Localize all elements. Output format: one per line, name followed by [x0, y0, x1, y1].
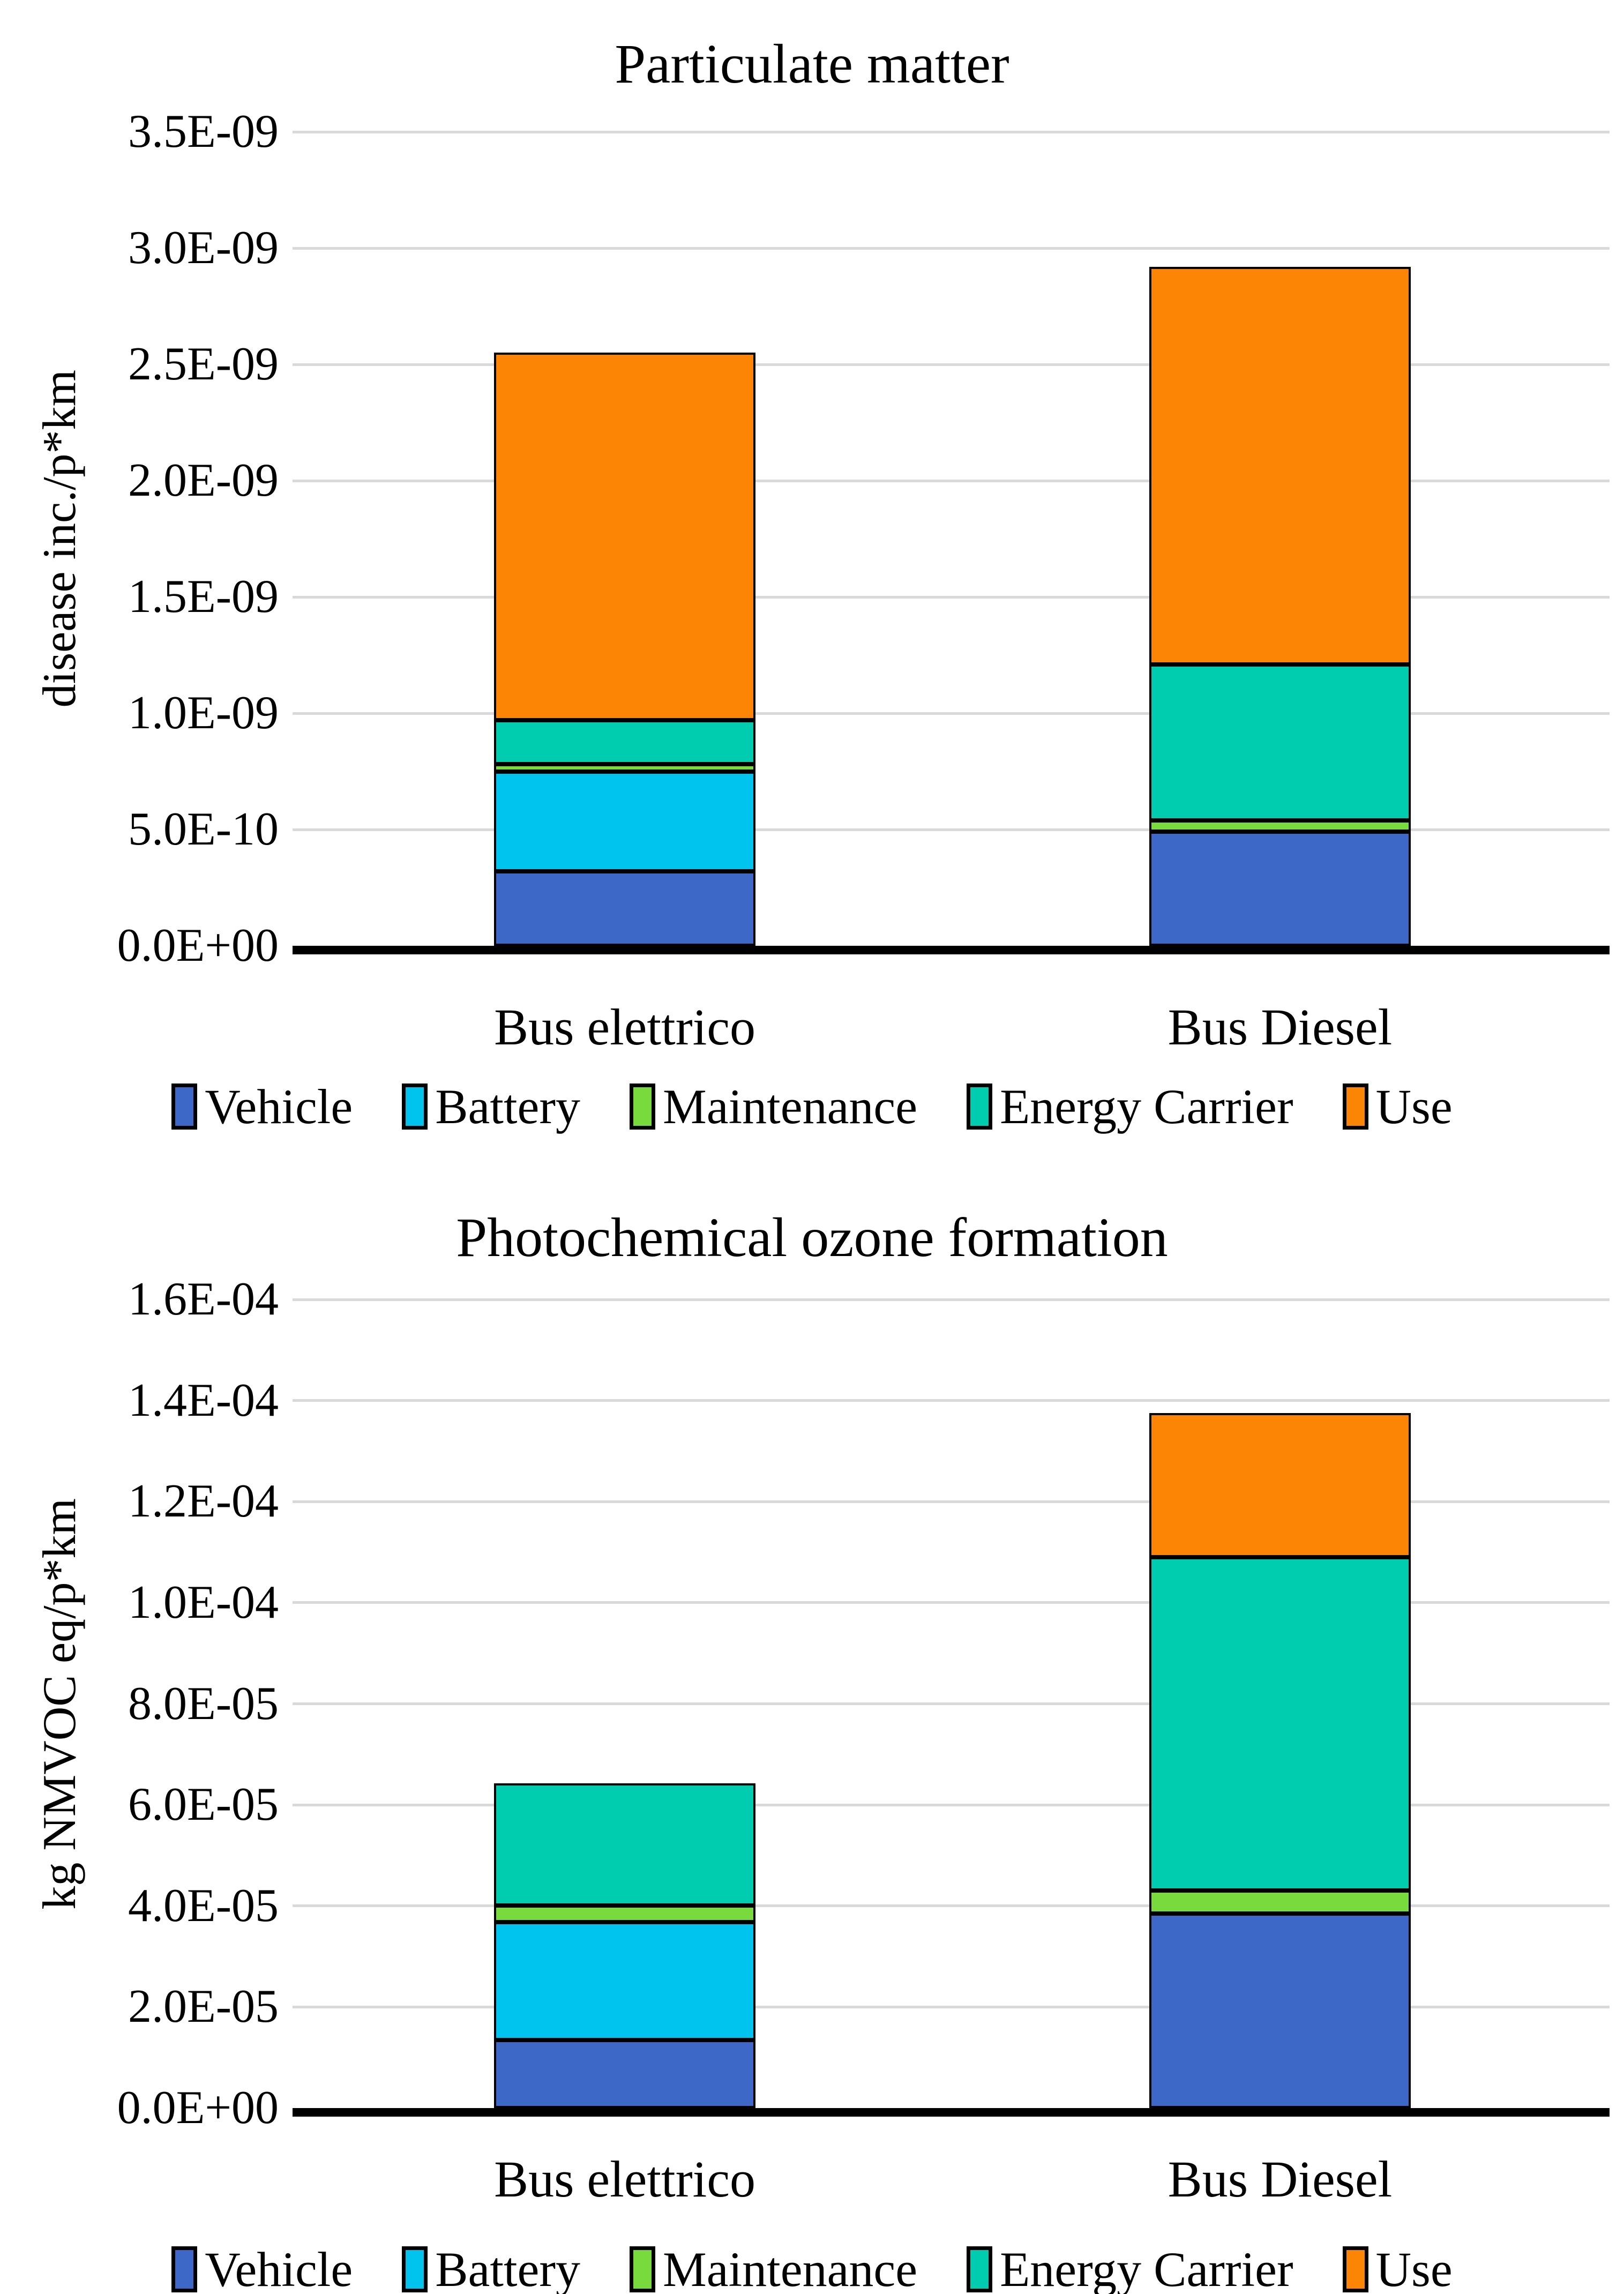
legend-item-battery: Battery [402, 2241, 580, 2294]
legend-label: Battery [435, 1079, 580, 1134]
battery-swatch-icon [402, 1084, 428, 1130]
use-swatch-icon [1342, 2246, 1368, 2292]
bar-segment-use-bus-elettrico [494, 353, 755, 721]
gridline [293, 1702, 1610, 1705]
gridline [293, 1904, 1610, 1908]
chart-particulate-matter: Particulate matter disease inc./p*km 0.0… [0, 33, 1624, 1135]
gridline [293, 246, 1610, 250]
bar-segment-maintenance-bus-elettrico [494, 1905, 755, 1922]
category-label-bus-elettrico: Bus elettrico [494, 998, 755, 1056]
legend: Vehicle Battery Maintenance Energy Carri… [0, 2241, 1624, 2294]
bar-segment-use-bus-diesel [1149, 266, 1411, 664]
y-tick-label: 1.0E-04 [128, 1576, 279, 1628]
bar-segment-battery-bus-elettrico [494, 1922, 755, 2040]
category-label-bus-diesel: Bus Diesel [1168, 2150, 1393, 2208]
bar-segment-energy-carrier-bus-diesel [1149, 1557, 1411, 1891]
bar-segment-energy-carrier-bus-elettrico [494, 720, 755, 765]
vehicle-swatch-icon [171, 1084, 198, 1130]
bar-segment-maintenance-bus-elettrico [494, 764, 755, 772]
category-label-bus-diesel: Bus Diesel [1168, 998, 1393, 1056]
legend-item-maintenance: Maintenance [629, 1078, 918, 1135]
legend-item-maintenance: Maintenance [629, 2241, 918, 2294]
bar-segment-maintenance-bus-diesel [1149, 820, 1411, 832]
gridline [293, 712, 1610, 715]
legend-label: Maintenance [662, 2242, 918, 2294]
y-tick-label: 2.0E-09 [128, 454, 279, 506]
chart-title: Photochemical ozone formation [456, 1207, 1168, 1268]
bar-segment-battery-bus-elettrico [494, 771, 755, 872]
gridline [293, 2005, 1610, 2008]
legend-label: Battery [435, 2242, 580, 2294]
plot-area [293, 130, 1610, 954]
y-axis-title-text: disease inc./p*km [33, 370, 86, 708]
gridline [293, 363, 1610, 366]
y-tick-label: 0.0E+00 [117, 2082, 279, 2134]
y-tick-label: 8.0E-05 [128, 1677, 279, 1730]
battery-swatch-icon [402, 2246, 428, 2292]
energy-carrier-swatch-icon [967, 2246, 993, 2292]
gridline [293, 130, 1610, 133]
bar-segment-energy-carrier-bus-elettrico [494, 1783, 755, 1906]
gridline [293, 1399, 1610, 1402]
gridline [293, 1601, 1610, 1604]
gridline [293, 828, 1610, 831]
y-tick-label: 1.2E-04 [128, 1475, 279, 1528]
y-tick-label: 4.0E-05 [128, 1879, 279, 1932]
legend-item-use: Use [1342, 2241, 1453, 2294]
y-tick-label: 5.0E-10 [128, 803, 279, 855]
y-tick-label: 1.4E-04 [128, 1374, 279, 1426]
y-tick-label: 3.5E-09 [128, 106, 279, 158]
y-tick-label: 2.0E-05 [128, 1981, 279, 2033]
maintenance-swatch-icon [629, 1084, 655, 1130]
y-tick-label: 1.6E-04 [128, 1273, 279, 1325]
gridline [293, 1500, 1610, 1503]
legend-item-energy-carrier: Energy Carrier [967, 1078, 1293, 1135]
chart-title: Particulate matter [615, 33, 1009, 95]
legend-item-vehicle: Vehicle [171, 2241, 353, 2294]
legend-item-vehicle: Vehicle [171, 1078, 353, 1135]
plot-area [293, 1298, 1610, 2117]
bar-segment-use-bus-diesel [1149, 1413, 1411, 1557]
maintenance-swatch-icon [629, 2246, 655, 2292]
legend-label: Energy Carrier [1000, 1079, 1293, 1134]
legend-item-use: Use [1342, 1078, 1453, 1135]
y-tick-label: 0.0E+00 [117, 920, 279, 972]
legend-item-energy-carrier: Energy Carrier [967, 2241, 1293, 2294]
legend-item-battery: Battery [402, 1078, 580, 1135]
bar-segment-energy-carrier-bus-diesel [1149, 664, 1411, 820]
bar-segment-vehicle-bus-elettrico [494, 2039, 755, 2108]
use-swatch-icon [1342, 1084, 1368, 1130]
chart-photochemical-ozone: Photochemical ozone formation kg NMVOC e… [0, 1147, 1624, 2294]
gridline [293, 1803, 1610, 1806]
gridline [293, 479, 1610, 482]
legend-label: Use [1375, 1079, 1453, 1134]
legend-label: Use [1375, 2242, 1453, 2294]
bar-segment-maintenance-bus-diesel [1149, 1891, 1411, 1914]
legend-label: Maintenance [662, 1079, 918, 1134]
gridline [293, 1298, 1610, 1301]
bar-segment-vehicle-bus-diesel [1149, 1913, 1411, 2108]
gridline [293, 595, 1610, 599]
vehicle-swatch-icon [171, 2246, 198, 2292]
y-tick-label: 2.5E-09 [128, 338, 279, 390]
legend: Vehicle Battery Maintenance Energy Carri… [0, 1078, 1624, 1135]
y-tick-label: 1.5E-09 [128, 571, 279, 623]
energy-carrier-swatch-icon [967, 1084, 993, 1130]
bar-segment-vehicle-bus-diesel [1149, 832, 1411, 946]
category-label-bus-elettrico: Bus elettrico [494, 2150, 755, 2208]
legend-label: Energy Carrier [1000, 2242, 1293, 2294]
y-tick-label: 6.0E-05 [128, 1779, 279, 1831]
bar-segment-vehicle-bus-elettrico [494, 871, 755, 946]
legend-label: Vehicle [205, 1079, 353, 1134]
y-tick-label: 1.0E-09 [128, 687, 279, 739]
y-tick-label: 3.0E-09 [128, 222, 279, 274]
legend-label: Vehicle [205, 2242, 353, 2294]
